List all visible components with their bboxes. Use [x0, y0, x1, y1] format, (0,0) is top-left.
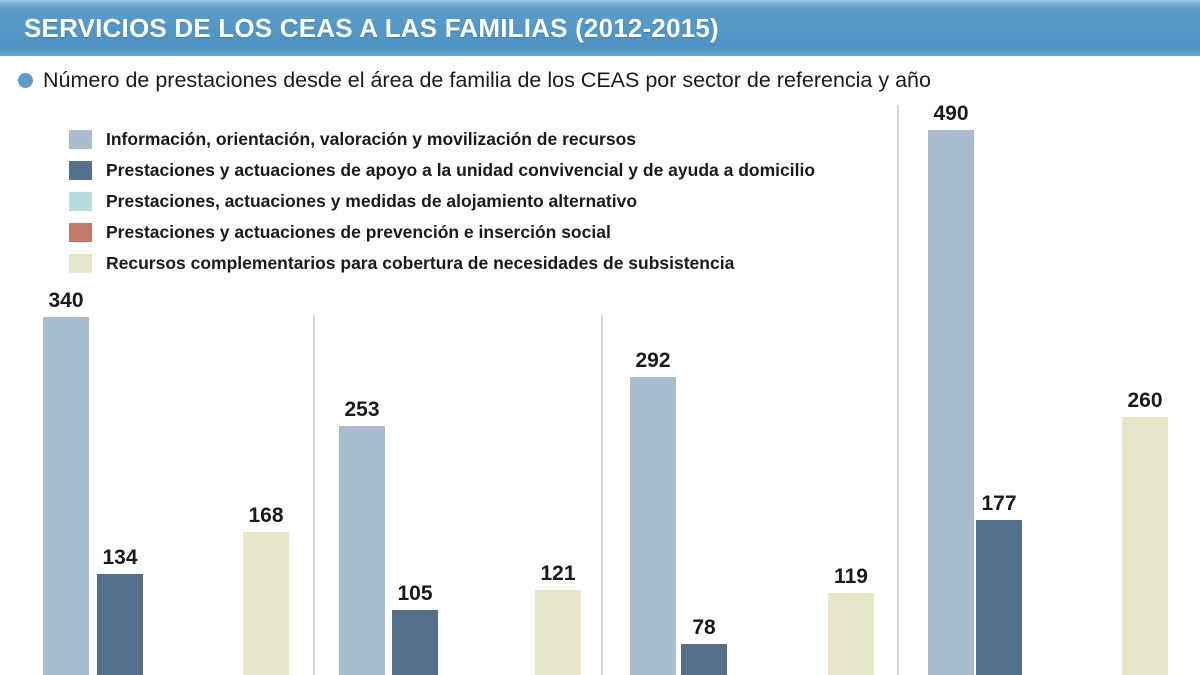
bar-value-label: 340	[48, 289, 84, 313]
legend-item[interactable]: Prestaciones y actuaciones de apoyo a la…	[69, 155, 815, 186]
chart-bar[interactable]	[243, 531, 289, 675]
legend-item-label: Prestaciones y actuaciones de prevención…	[106, 222, 611, 242]
chart-bar[interactable]	[43, 317, 89, 675]
bar-value-label: 253	[344, 397, 380, 421]
subtitle-text: Número de prestaciones desde el área de …	[43, 68, 931, 92]
bar-value-label: 260	[1127, 388, 1163, 412]
bar-value-label: 490	[933, 101, 969, 125]
chart-bar[interactable]	[630, 376, 676, 675]
bar-value-label: 134	[102, 545, 138, 569]
group-separator-line	[897, 105, 899, 675]
legend-item[interactable]: Recursos complementarios para cobertura …	[69, 248, 815, 279]
bullet-dot-icon	[18, 73, 33, 88]
chart-bar[interactable]	[928, 129, 974, 675]
group-separator-line	[313, 315, 315, 675]
bar-value-label: 105	[397, 582, 433, 606]
bar-value-label: 292	[635, 348, 671, 372]
chart-bar[interactable]	[828, 592, 874, 675]
legend-item-label: Recursos complementarios para cobertura …	[106, 253, 735, 273]
chart-bar[interactable]	[1122, 416, 1168, 675]
chart-bar[interactable]	[535, 590, 581, 675]
chart-bar[interactable]	[339, 425, 385, 675]
legend-color-swatch	[69, 223, 92, 242]
chart-bar[interactable]	[97, 573, 143, 675]
legend-color-swatch	[69, 161, 92, 180]
bar-value-label: 78	[692, 615, 716, 639]
bar-value-label: 177	[981, 492, 1017, 516]
subtitle-row: Número de prestaciones desde el área de …	[18, 68, 931, 93]
bar-value-label: 121	[540, 562, 576, 586]
group-separator-line	[601, 315, 603, 675]
page-title: SERVICIOS DE LOS CEAS A LAS FAMILIAS (20…	[24, 13, 719, 43]
bar-value-label: 168	[248, 503, 284, 527]
chart-legend: Información, orientación, valoración y m…	[69, 124, 815, 279]
legend-item-label: Prestaciones y actuaciones de apoyo a la…	[106, 160, 816, 180]
legend-color-swatch	[69, 130, 92, 149]
chart-bar[interactable]	[392, 610, 438, 675]
header-bar: SERVICIOS DE LOS CEAS A LAS FAMILIAS (20…	[0, 0, 1200, 56]
legend-item[interactable]: Información, orientación, valoración y m…	[69, 124, 815, 155]
legend-item-label: Prestaciones, actuaciones y medidas de a…	[106, 191, 638, 211]
legend-item[interactable]: Prestaciones y actuaciones de prevención…	[69, 217, 815, 248]
legend-color-swatch	[69, 254, 92, 273]
legend-item[interactable]: Prestaciones, actuaciones y medidas de a…	[69, 186, 815, 217]
chart-bar[interactable]	[681, 643, 727, 675]
bar-value-label: 119	[834, 564, 868, 588]
legend-item-label: Información, orientación, valoración y m…	[106, 129, 637, 149]
legend-color-swatch	[69, 192, 92, 211]
chart-bar[interactable]	[976, 520, 1022, 675]
